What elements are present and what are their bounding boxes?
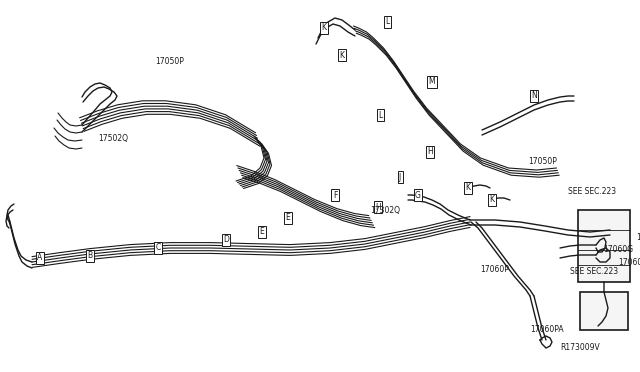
Text: N: N bbox=[531, 92, 537, 100]
Text: H: H bbox=[375, 202, 381, 212]
Text: K: K bbox=[490, 196, 495, 205]
Text: 17050P: 17050P bbox=[155, 58, 184, 67]
Text: J: J bbox=[399, 173, 401, 182]
Text: B: B bbox=[88, 251, 93, 260]
Text: 17060G: 17060G bbox=[603, 246, 633, 254]
Text: 17060Q: 17060Q bbox=[618, 257, 640, 266]
Text: 17060PA: 17060PA bbox=[530, 326, 564, 334]
Text: E: E bbox=[285, 214, 291, 222]
Text: D: D bbox=[223, 235, 229, 244]
Text: A: A bbox=[37, 253, 43, 263]
Text: K: K bbox=[321, 23, 326, 32]
Text: G: G bbox=[415, 190, 421, 199]
Text: 17060P: 17060P bbox=[480, 266, 509, 275]
Text: 17302Q: 17302Q bbox=[370, 205, 400, 215]
Text: K: K bbox=[465, 183, 470, 192]
FancyBboxPatch shape bbox=[578, 210, 630, 282]
Text: 17060G: 17060G bbox=[636, 234, 640, 243]
Text: L: L bbox=[378, 110, 382, 119]
FancyBboxPatch shape bbox=[580, 292, 628, 330]
Text: H: H bbox=[427, 148, 433, 157]
Text: F: F bbox=[333, 190, 337, 199]
Text: L: L bbox=[385, 17, 389, 26]
Text: E: E bbox=[260, 228, 264, 237]
Text: C: C bbox=[156, 244, 161, 253]
Text: 17502Q: 17502Q bbox=[98, 134, 128, 142]
Text: 17050P: 17050P bbox=[528, 157, 557, 167]
Text: M: M bbox=[429, 77, 435, 87]
Text: SEE SEC.223: SEE SEC.223 bbox=[568, 187, 616, 196]
Text: K: K bbox=[339, 51, 344, 60]
Text: SEE SEC.223: SEE SEC.223 bbox=[570, 267, 618, 276]
Text: R173009V: R173009V bbox=[560, 343, 600, 353]
